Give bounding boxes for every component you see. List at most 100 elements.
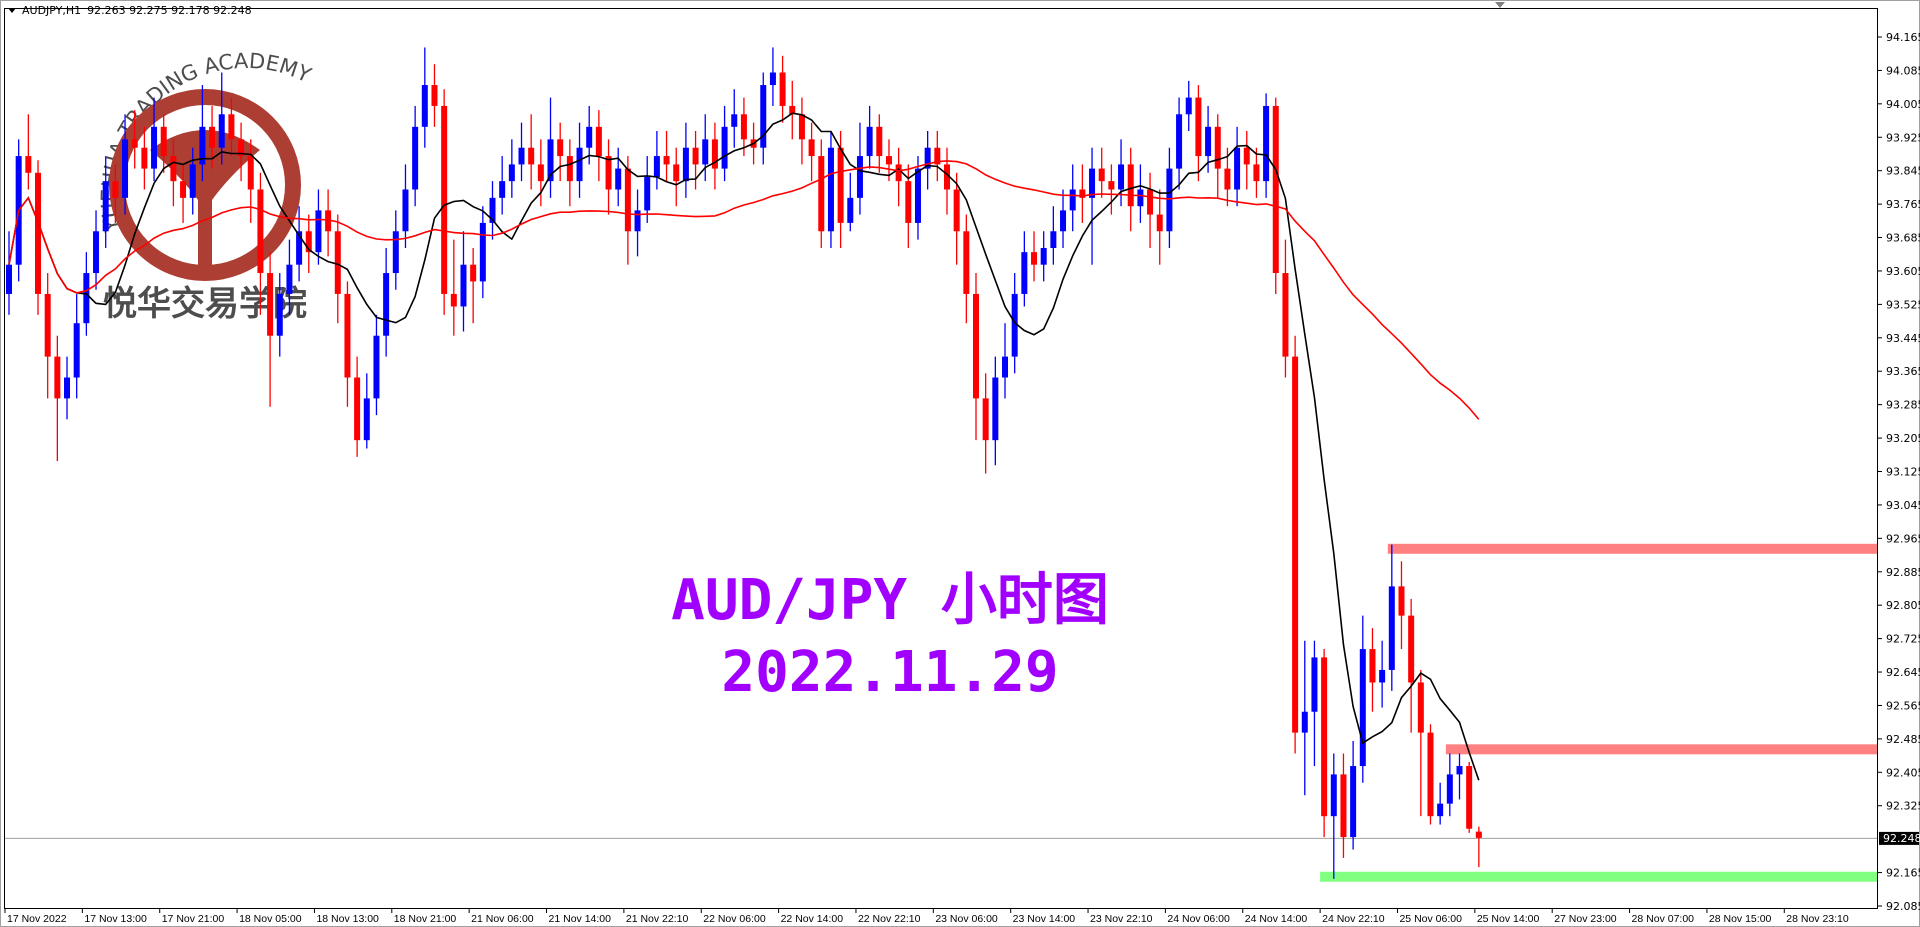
y-tick-label: 93.205 (1886, 432, 1920, 445)
candle-body (1002, 356, 1009, 378)
candle-body (1185, 97, 1192, 115)
candle-body (518, 147, 525, 165)
candle (170, 139, 177, 207)
candle (1475, 826, 1482, 868)
candle (1031, 231, 1038, 282)
candle-body (557, 139, 564, 157)
candle (354, 356, 361, 457)
candle-body (112, 181, 119, 198)
y-tick-label: 93.285 (1886, 399, 1920, 412)
y-tick-label: 94.165 (1886, 31, 1920, 44)
horizontal-level[interactable] (1320, 871, 1877, 882)
candle-body (537, 164, 544, 182)
candle (1195, 85, 1202, 182)
y-tick-label: 92.885 (1886, 566, 1920, 579)
candle-body (827, 147, 834, 232)
candle (1021, 231, 1028, 307)
candle-body (73, 323, 80, 378)
candle-body (1321, 657, 1328, 817)
candle-body (1011, 293, 1018, 357)
candle-body (605, 156, 612, 190)
candle (779, 55, 786, 123)
candle-body (760, 85, 767, 148)
candle-body (586, 126, 593, 148)
candle (1224, 147, 1231, 207)
y-tick-label: 93.605 (1886, 265, 1920, 278)
horizontal-level[interactable] (1445, 744, 1877, 755)
candle (789, 80, 796, 140)
candle-body (122, 139, 129, 198)
y-tick-label: 92.085 (1886, 900, 1920, 913)
candle-body (644, 176, 651, 211)
candle (1185, 80, 1192, 132)
candle (586, 105, 593, 165)
candle (866, 105, 873, 169)
candle-body (1272, 105, 1279, 274)
y-tick-label: 92.965 (1886, 532, 1920, 545)
candle (876, 114, 883, 173)
candle (228, 97, 235, 157)
candle-body (663, 156, 670, 165)
candle-body (54, 356, 61, 399)
candle (847, 172, 854, 232)
candle-body (1282, 273, 1289, 357)
candle-body (731, 114, 738, 127)
x-tick-label: 18 Nov 21:00 (394, 913, 457, 925)
candle-body (1040, 247, 1047, 265)
candle (1079, 164, 1086, 223)
candle (663, 131, 670, 182)
candle (605, 139, 612, 215)
candle (1359, 615, 1366, 783)
candle (721, 105, 728, 182)
x-tick-label: 28 Nov 15:00 (1709, 913, 1772, 925)
x-tick-label: 24 Nov 14:00 (1245, 913, 1308, 925)
candle-body (673, 164, 680, 182)
candle (518, 122, 525, 182)
shift-marker-icon[interactable] (1495, 2, 1505, 8)
candle (1263, 93, 1270, 198)
candle-body (470, 264, 477, 282)
x-tick-label: 24 Nov 06:00 (1167, 913, 1230, 925)
candle (1098, 147, 1105, 198)
candle (499, 156, 506, 215)
candle (644, 156, 651, 223)
x-tick-label: 21 Nov 14:00 (549, 913, 612, 925)
candle-body (1398, 586, 1405, 616)
candle-body (1069, 189, 1076, 211)
candle (566, 139, 573, 207)
candle (102, 156, 109, 248)
x-tick-label: 18 Nov 05:00 (239, 913, 302, 925)
candle-body (1446, 774, 1453, 804)
candle (1408, 598, 1415, 733)
candle (44, 273, 51, 399)
candle-body (1031, 252, 1038, 265)
candle (1127, 147, 1134, 232)
candle-body (1243, 147, 1250, 165)
dropdown-triangle-icon[interactable] (8, 8, 16, 13)
candle-body (296, 231, 303, 265)
symbol-label: AUDJPY,H1 (22, 4, 82, 17)
candle (315, 189, 322, 265)
moving-average-line (8, 160, 1480, 420)
y-tick-label: 93.525 (1886, 298, 1920, 311)
candle (508, 139, 515, 198)
candle-body (83, 273, 90, 324)
candle-body (876, 126, 883, 157)
candle-body (1050, 231, 1057, 248)
candle (731, 89, 738, 148)
candle (1253, 147, 1260, 198)
x-tick-label: 23 Nov 14:00 (1013, 913, 1076, 925)
candle-body (508, 164, 515, 182)
candle (943, 147, 950, 215)
x-tick-label: 25 Nov 14:00 (1477, 913, 1540, 925)
horizontal-level[interactable] (1387, 543, 1877, 554)
candle-body (315, 210, 322, 253)
candle-body (973, 293, 979, 399)
candle (431, 64, 438, 127)
candle-body (1369, 649, 1376, 683)
candle (160, 114, 167, 173)
candle (1156, 189, 1163, 265)
candle-body (866, 126, 873, 157)
candle-body (267, 273, 274, 336)
